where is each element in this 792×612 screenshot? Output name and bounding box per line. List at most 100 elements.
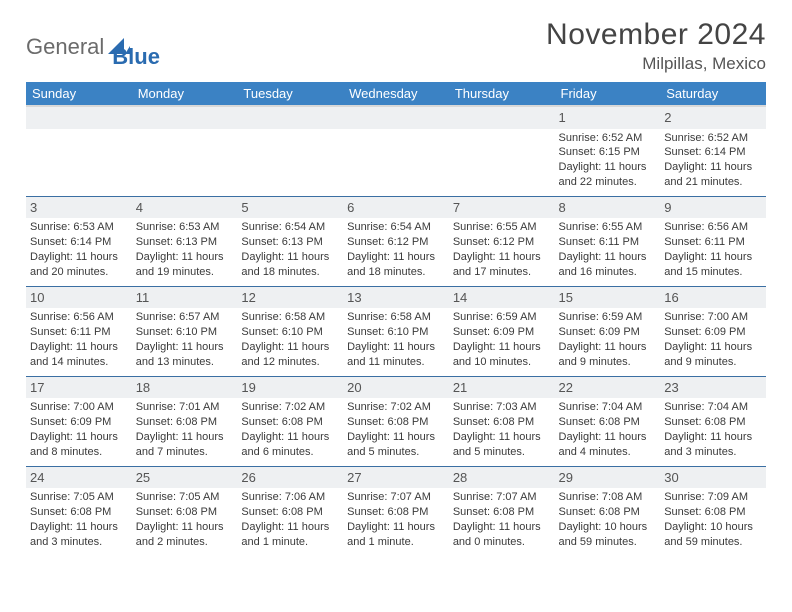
day-sun-info: Sunrise: 6:53 AMSunset: 6:13 PMDaylight:… xyxy=(136,220,234,279)
day-number: 26 xyxy=(237,467,343,489)
calendar-cell: 5Sunrise: 6:54 AMSunset: 6:13 PMDaylight… xyxy=(237,196,343,286)
calendar-cell: 15Sunrise: 6:59 AMSunset: 6:09 PMDayligh… xyxy=(555,286,661,376)
calendar-week-row: 1Sunrise: 6:52 AMSunset: 6:15 PMDaylight… xyxy=(26,106,766,196)
day-number: 28 xyxy=(449,467,555,489)
day-sun-info: Sunrise: 6:56 AMSunset: 6:11 PMDaylight:… xyxy=(664,220,762,279)
location-label: Milpillas, Mexico xyxy=(546,54,766,74)
day-number: 30 xyxy=(660,467,766,489)
calendar-cell: 16Sunrise: 7:00 AMSunset: 6:09 PMDayligh… xyxy=(660,286,766,376)
day-number: 23 xyxy=(660,377,766,399)
day-sun-info: Sunrise: 6:53 AMSunset: 6:14 PMDaylight:… xyxy=(30,220,128,279)
calendar-cell: 21Sunrise: 7:03 AMSunset: 6:08 PMDayligh… xyxy=(449,376,555,466)
day-sun-info: Sunrise: 7:08 AMSunset: 6:08 PMDaylight:… xyxy=(559,490,657,549)
day-number: 14 xyxy=(449,287,555,309)
day-number: 24 xyxy=(26,467,132,489)
day-sun-info: Sunrise: 6:57 AMSunset: 6:10 PMDaylight:… xyxy=(136,310,234,369)
day-sun-info: Sunrise: 6:59 AMSunset: 6:09 PMDaylight:… xyxy=(453,310,551,369)
calendar-cell: 10Sunrise: 6:56 AMSunset: 6:11 PMDayligh… xyxy=(26,286,132,376)
calendar-cell: 29Sunrise: 7:08 AMSunset: 6:08 PMDayligh… xyxy=(555,466,661,555)
day-sun-info: Sunrise: 6:55 AMSunset: 6:12 PMDaylight:… xyxy=(453,220,551,279)
weekday-header: Tuesday xyxy=(237,82,343,106)
day-sun-info: Sunrise: 7:00 AMSunset: 6:09 PMDaylight:… xyxy=(664,310,762,369)
day-number: 18 xyxy=(132,377,238,399)
day-sun-info: Sunrise: 7:02 AMSunset: 6:08 PMDaylight:… xyxy=(241,400,339,459)
calendar-week-row: 3Sunrise: 6:53 AMSunset: 6:14 PMDaylight… xyxy=(26,196,766,286)
day-sun-info: Sunrise: 6:52 AMSunset: 6:14 PMDaylight:… xyxy=(664,131,762,190)
calendar-table: SundayMondayTuesdayWednesdayThursdayFrid… xyxy=(26,82,766,556)
day-number: 13 xyxy=(343,287,449,309)
calendar-week-row: 10Sunrise: 6:56 AMSunset: 6:11 PMDayligh… xyxy=(26,286,766,376)
day-number: 12 xyxy=(237,287,343,309)
calendar-cell: 27Sunrise: 7:07 AMSunset: 6:08 PMDayligh… xyxy=(343,466,449,555)
day-sun-info: Sunrise: 7:03 AMSunset: 6:08 PMDaylight:… xyxy=(453,400,551,459)
calendar-cell xyxy=(26,106,132,196)
day-sun-info: Sunrise: 6:58 AMSunset: 6:10 PMDaylight:… xyxy=(241,310,339,369)
calendar-cell: 14Sunrise: 6:59 AMSunset: 6:09 PMDayligh… xyxy=(449,286,555,376)
calendar-cell xyxy=(343,106,449,196)
day-number: 3 xyxy=(26,197,132,219)
weekday-header: Saturday xyxy=(660,82,766,106)
day-number: 4 xyxy=(132,197,238,219)
weekday-header: Sunday xyxy=(26,82,132,106)
day-sun-info: Sunrise: 7:04 AMSunset: 6:08 PMDaylight:… xyxy=(559,400,657,459)
weekday-header: Wednesday xyxy=(343,82,449,106)
day-sun-info: Sunrise: 7:07 AMSunset: 6:08 PMDaylight:… xyxy=(347,490,445,549)
day-number: 27 xyxy=(343,467,449,489)
calendar-cell: 4Sunrise: 6:53 AMSunset: 6:13 PMDaylight… xyxy=(132,196,238,286)
brand-logo: General Blue xyxy=(26,24,160,70)
day-number: 16 xyxy=(660,287,766,309)
day-sun-info: Sunrise: 6:54 AMSunset: 6:12 PMDaylight:… xyxy=(347,220,445,279)
day-number: 21 xyxy=(449,377,555,399)
header-row: General Blue November 2024 Milpillas, Me… xyxy=(26,18,766,74)
day-number: 25 xyxy=(132,467,238,489)
day-sun-info: Sunrise: 7:05 AMSunset: 6:08 PMDaylight:… xyxy=(30,490,128,549)
day-number: 17 xyxy=(26,377,132,399)
day-number: 29 xyxy=(555,467,661,489)
calendar-cell: 17Sunrise: 7:00 AMSunset: 6:09 PMDayligh… xyxy=(26,376,132,466)
day-number xyxy=(343,107,449,129)
day-number: 15 xyxy=(555,287,661,309)
calendar-cell: 6Sunrise: 6:54 AMSunset: 6:12 PMDaylight… xyxy=(343,196,449,286)
day-number: 2 xyxy=(660,107,766,129)
day-number: 10 xyxy=(26,287,132,309)
day-sun-info: Sunrise: 6:54 AMSunset: 6:13 PMDaylight:… xyxy=(241,220,339,279)
calendar-cell: 3Sunrise: 6:53 AMSunset: 6:14 PMDaylight… xyxy=(26,196,132,286)
calendar-cell: 28Sunrise: 7:07 AMSunset: 6:08 PMDayligh… xyxy=(449,466,555,555)
day-sun-info: Sunrise: 7:04 AMSunset: 6:08 PMDaylight:… xyxy=(664,400,762,459)
calendar-cell: 12Sunrise: 6:58 AMSunset: 6:10 PMDayligh… xyxy=(237,286,343,376)
calendar-page: General Blue November 2024 Milpillas, Me… xyxy=(0,0,792,556)
day-number: 9 xyxy=(660,197,766,219)
day-number: 7 xyxy=(449,197,555,219)
day-number xyxy=(237,107,343,129)
day-number: 1 xyxy=(555,107,661,129)
brand-word2: Blue xyxy=(112,44,160,70)
calendar-cell: 7Sunrise: 6:55 AMSunset: 6:12 PMDaylight… xyxy=(449,196,555,286)
day-sun-info: Sunrise: 7:07 AMSunset: 6:08 PMDaylight:… xyxy=(453,490,551,549)
calendar-cell: 2Sunrise: 6:52 AMSunset: 6:14 PMDaylight… xyxy=(660,106,766,196)
calendar-week-row: 17Sunrise: 7:00 AMSunset: 6:09 PMDayligh… xyxy=(26,376,766,466)
calendar-cell: 25Sunrise: 7:05 AMSunset: 6:08 PMDayligh… xyxy=(132,466,238,555)
calendar-cell xyxy=(237,106,343,196)
calendar-cell: 22Sunrise: 7:04 AMSunset: 6:08 PMDayligh… xyxy=(555,376,661,466)
calendar-cell: 24Sunrise: 7:05 AMSunset: 6:08 PMDayligh… xyxy=(26,466,132,555)
day-sun-info: Sunrise: 7:02 AMSunset: 6:08 PMDaylight:… xyxy=(347,400,445,459)
weekday-header: Thursday xyxy=(449,82,555,106)
day-number: 8 xyxy=(555,197,661,219)
day-number: 6 xyxy=(343,197,449,219)
day-sun-info: Sunrise: 6:58 AMSunset: 6:10 PMDaylight:… xyxy=(347,310,445,369)
calendar-cell: 8Sunrise: 6:55 AMSunset: 6:11 PMDaylight… xyxy=(555,196,661,286)
calendar-week-row: 24Sunrise: 7:05 AMSunset: 6:08 PMDayligh… xyxy=(26,466,766,555)
calendar-cell xyxy=(449,106,555,196)
day-sun-info: Sunrise: 7:00 AMSunset: 6:09 PMDaylight:… xyxy=(30,400,128,459)
day-number: 11 xyxy=(132,287,238,309)
day-number: 19 xyxy=(237,377,343,399)
calendar-cell: 30Sunrise: 7:09 AMSunset: 6:08 PMDayligh… xyxy=(660,466,766,555)
brand-word1: General xyxy=(26,34,104,60)
weekday-header-row: SundayMondayTuesdayWednesdayThursdayFrid… xyxy=(26,82,766,106)
calendar-cell: 18Sunrise: 7:01 AMSunset: 6:08 PMDayligh… xyxy=(132,376,238,466)
weekday-header: Friday xyxy=(555,82,661,106)
day-sun-info: Sunrise: 7:05 AMSunset: 6:08 PMDaylight:… xyxy=(136,490,234,549)
calendar-cell: 23Sunrise: 7:04 AMSunset: 6:08 PMDayligh… xyxy=(660,376,766,466)
calendar-cell: 11Sunrise: 6:57 AMSunset: 6:10 PMDayligh… xyxy=(132,286,238,376)
day-sun-info: Sunrise: 7:06 AMSunset: 6:08 PMDaylight:… xyxy=(241,490,339,549)
